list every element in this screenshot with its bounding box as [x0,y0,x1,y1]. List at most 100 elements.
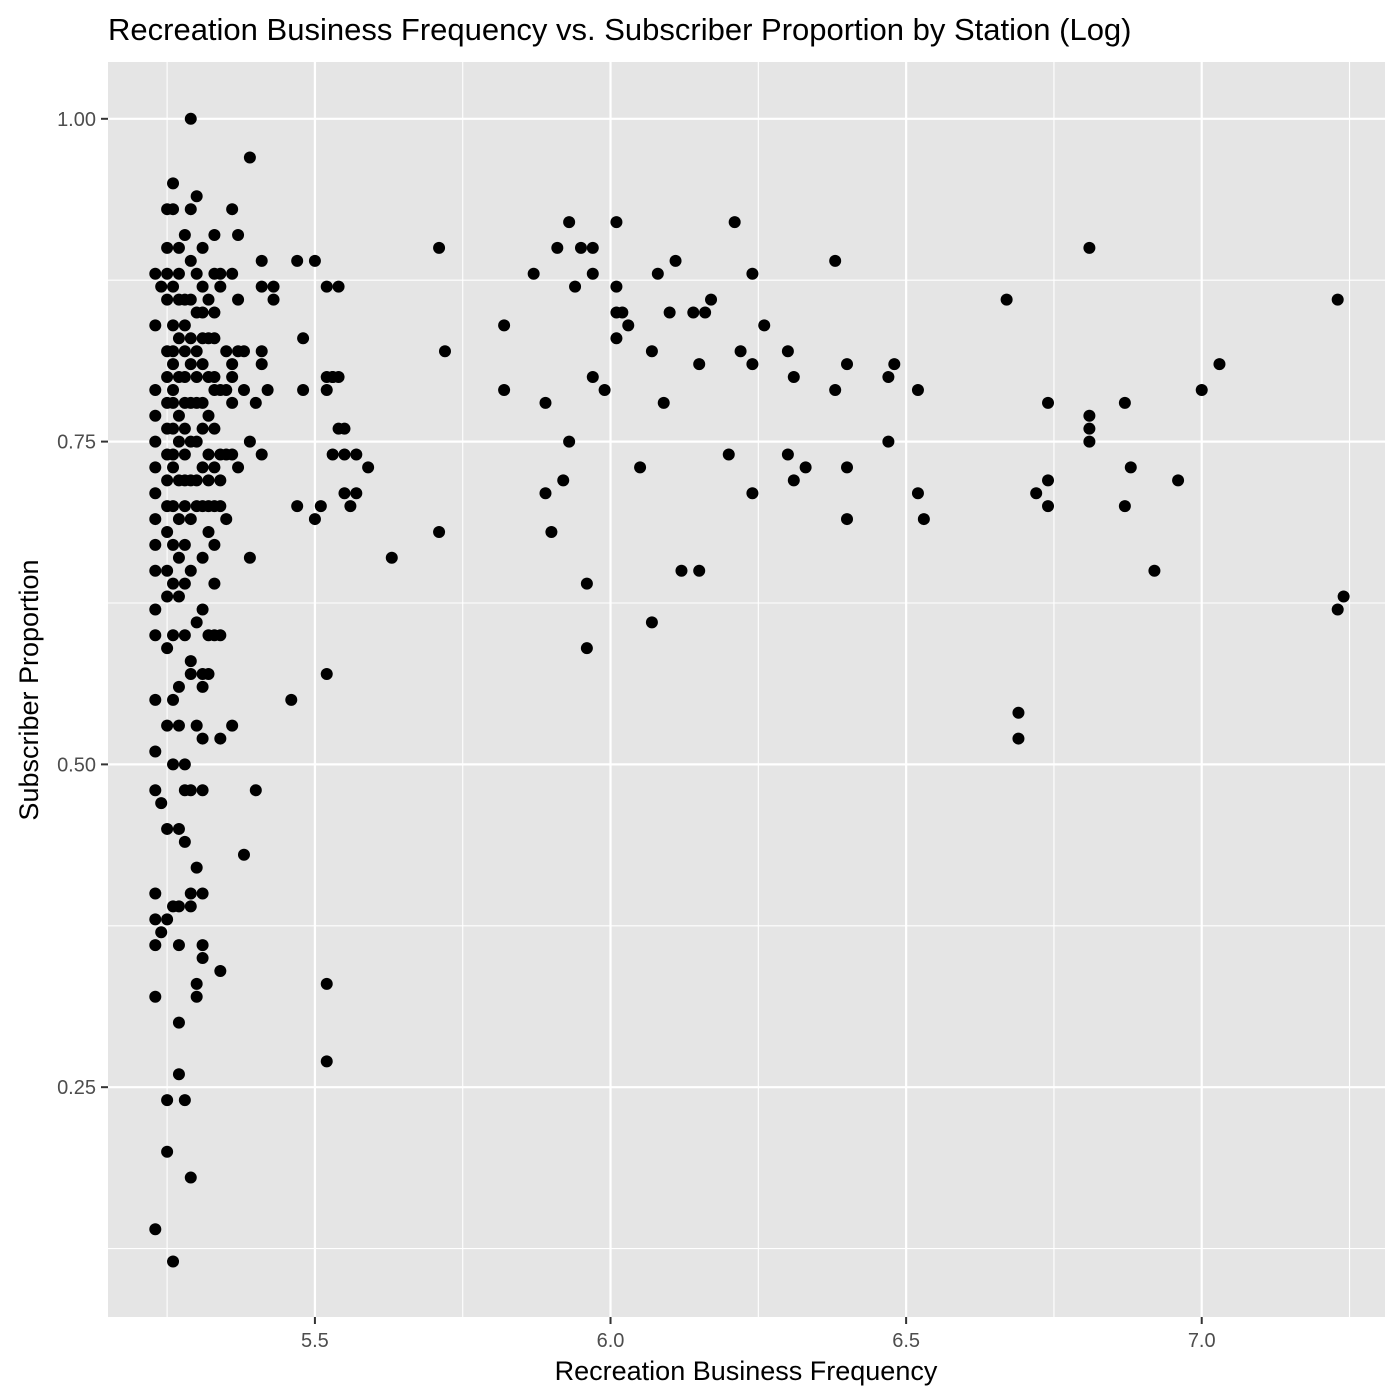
data-point [1083,422,1096,435]
data-point [184,293,197,306]
data-point [226,358,239,371]
data-point [190,474,203,487]
data-point [161,1094,174,1107]
data-point [149,487,162,500]
data-point [338,487,351,500]
chart-title: Recreation Business Frequency vs. Subscr… [108,12,1132,47]
x-axis: 5.5 6.0 6.5 7.0 [301,1317,1216,1352]
data-point [178,345,191,358]
data-point [243,551,256,564]
y-tick-label: 0.25 [57,1077,96,1099]
data-point [787,371,800,384]
data-point [1118,500,1131,513]
data-point [385,551,398,564]
y-tick-label: 0.75 [57,432,96,454]
data-point [344,500,357,513]
data-point [687,306,700,319]
data-point [314,500,327,513]
data-points [149,112,1350,1268]
data-point [184,332,197,345]
data-point [610,216,623,229]
data-point [184,784,197,797]
data-point [1083,409,1096,422]
data-point [149,461,162,474]
data-point [675,564,688,577]
data-point [527,267,540,280]
data-point [196,603,209,616]
data-point [1012,706,1025,719]
data-point [580,577,593,590]
data-point [149,319,162,332]
data-point [161,564,174,577]
data-point [734,345,747,358]
data-point [634,461,647,474]
data-point [255,358,268,371]
data-point [196,358,209,371]
data-point [267,293,280,306]
data-point [1012,732,1025,745]
data-point [255,280,268,293]
data-point [610,280,623,293]
data-point [220,383,233,396]
data-point [220,513,233,526]
data-point [184,358,197,371]
data-point [149,383,162,396]
data-point [196,241,209,254]
data-point [243,435,256,448]
data-point [161,590,174,603]
grid-lines [108,62,1385,1317]
data-point [1118,396,1131,409]
data-point [326,448,339,461]
data-point [149,784,162,797]
data-point [1148,564,1161,577]
y-axis: 0.25 0.50 0.75 1.00 [57,109,108,1099]
data-point [184,900,197,913]
data-point [799,461,812,474]
data-point [255,448,268,461]
data-point [699,306,712,319]
data-point [208,229,221,242]
data-point [208,332,221,345]
data-point [285,693,298,706]
data-point [172,1016,185,1029]
data-point [196,939,209,952]
data-point [746,487,759,500]
data-point [208,538,221,551]
y-tick-label: 0.50 [57,754,96,776]
data-point [1030,487,1043,500]
data-point [149,693,162,706]
data-point [232,461,245,474]
data-point [214,964,227,977]
data-point [196,952,209,965]
data-point [149,538,162,551]
data-point [172,267,185,280]
data-point [651,267,664,280]
data-point [172,241,185,254]
data-point [190,267,203,280]
data-point [841,513,854,526]
data-point [190,719,203,732]
data-point [208,371,221,384]
data-point [190,861,203,874]
data-point [781,345,794,358]
data-point [149,564,162,577]
data-point [167,358,180,371]
data-point [190,371,203,384]
data-point [1195,383,1208,396]
data-point [190,435,203,448]
data-point [622,319,635,332]
data-point [178,229,191,242]
data-point [178,319,191,332]
data-point [172,900,185,913]
data-point [184,254,197,267]
data-point [167,758,180,771]
data-point [586,267,599,280]
data-point [184,203,197,216]
data-point [196,396,209,409]
data-point [645,345,658,358]
data-point [184,513,197,526]
data-point [167,629,180,642]
data-point [155,926,168,939]
x-tick-label: 5.5 [301,1330,329,1352]
